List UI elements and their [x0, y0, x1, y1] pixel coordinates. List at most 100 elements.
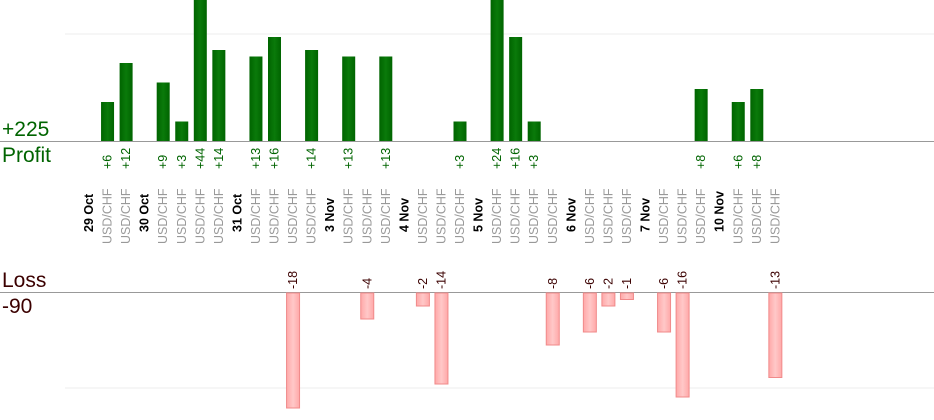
- date-label: 31 Oct: [230, 193, 244, 232]
- profit-bar: [268, 37, 281, 141]
- pair-label: USD/CHF: [212, 188, 226, 244]
- profit-bar: [379, 56, 393, 141]
- profit-bar: [527, 121, 541, 141]
- pair-label: USD/CHF: [416, 188, 430, 244]
- loss-value-label: -8: [546, 278, 560, 289]
- profit-bar: [101, 102, 115, 141]
- profit-value-label: +13: [342, 148, 356, 169]
- profit-bar: [305, 50, 319, 141]
- profit-bar: [750, 89, 764, 141]
- profit-bar: [731, 102, 745, 141]
- date-label: 5 Nov: [472, 198, 486, 232]
- profit-value-label: +6: [101, 155, 115, 169]
- profit-value-label: +14: [212, 148, 226, 169]
- date-label: 30 Oct: [138, 193, 152, 232]
- profit-bar: [156, 82, 170, 141]
- profit-value-label: +44: [193, 148, 207, 169]
- profit-value-label: +6: [731, 155, 745, 169]
- profit-value-label: +13: [379, 148, 393, 169]
- profit-value-label: +9: [156, 155, 170, 169]
- profit-value-label: +16: [268, 148, 282, 169]
- profit-value-label: +13: [249, 148, 263, 169]
- loss-bar: [619, 292, 634, 300]
- loss-bar: [286, 292, 301, 409]
- pair-label: USD/CHF: [305, 188, 319, 244]
- profit-value-label: +8: [750, 155, 764, 169]
- loss-label: Loss: [2, 269, 47, 292]
- pair-label: USD/CHF: [583, 188, 597, 244]
- pair-label: USD/CHF: [601, 188, 615, 244]
- pair-label: USD/CHF: [156, 188, 170, 244]
- pair-label: USD/CHF: [119, 188, 133, 244]
- pair-label: USD/CHF: [490, 188, 504, 244]
- profit-bar: [490, 0, 504, 141]
- pair-label: USD/CHF: [249, 188, 263, 244]
- loss-value-label: -6: [583, 278, 597, 289]
- pair-label: USD/CHF: [657, 188, 671, 244]
- loss-value-label: -18: [286, 271, 300, 289]
- pair-label: USD/CHF: [342, 188, 356, 244]
- loss-value-label: -16: [676, 271, 690, 289]
- loss-value-label: -1: [620, 278, 634, 289]
- profit-bar: [509, 37, 523, 141]
- date-label: 6 Nov: [564, 198, 578, 232]
- loss-bar: [434, 292, 449, 385]
- loss-value-label: -13: [768, 271, 782, 289]
- pair-label: USD/CHF: [750, 188, 764, 244]
- pair-label: USD/CHF: [175, 188, 189, 244]
- pair-label: USD/CHF: [268, 188, 282, 244]
- loss-bar: [675, 292, 690, 398]
- date-label: 3 Nov: [323, 198, 337, 232]
- pair-label: USD/CHF: [101, 188, 115, 244]
- loss-bar: [360, 292, 375, 320]
- profit-value-label: +16: [509, 148, 523, 169]
- loss-value-label: -6: [657, 278, 671, 289]
- profit-bar: [193, 0, 207, 141]
- profit-bar: [212, 50, 226, 141]
- pair-label: USD/CHF: [360, 188, 374, 244]
- loss-value-label: -2: [601, 278, 615, 289]
- profit-value-label: +8: [694, 155, 708, 169]
- loss-bar: [768, 292, 783, 378]
- profit-label: Profit: [2, 144, 52, 167]
- pair-label: USD/CHF: [694, 188, 708, 244]
- profit-value-label: +3: [175, 155, 189, 169]
- pair-label: USD/CHF: [768, 188, 782, 244]
- loss-bar: [601, 292, 616, 307]
- pair-label: USD/CHF: [509, 188, 523, 244]
- loss-value-label: -2: [416, 278, 430, 289]
- profit-value-label: +3: [527, 155, 541, 169]
- loss-value-label: -4: [360, 278, 374, 289]
- pair-label: USD/CHF: [193, 188, 207, 244]
- profit-total: +225: [2, 118, 50, 141]
- profit-value-label: +14: [305, 148, 319, 169]
- profit-bar: [249, 56, 263, 141]
- pair-label: USD/CHF: [434, 188, 448, 244]
- loss-bar: [657, 292, 672, 333]
- profit-bar: [453, 121, 467, 141]
- profit-value-label: +12: [119, 148, 133, 169]
- profit-value-label: +3: [453, 155, 467, 169]
- date-label: 29 Oct: [82, 193, 96, 232]
- pair-label: USD/CHF: [546, 188, 560, 244]
- loss-value-label: -14: [434, 271, 448, 289]
- profit-bar: [175, 121, 189, 141]
- profit-bar: [119, 63, 133, 141]
- pair-label: USD/CHF: [379, 188, 393, 244]
- profit-bar: [342, 56, 356, 141]
- loss-bar: [582, 292, 597, 333]
- pair-label: USD/CHF: [286, 188, 300, 244]
- loss-bar: [415, 292, 430, 307]
- date-label: 4 Nov: [397, 198, 411, 232]
- date-label: 7 Nov: [639, 198, 653, 232]
- loss-total: -90: [2, 295, 33, 318]
- profit-bar: [694, 89, 708, 141]
- pair-label: USD/CHF: [731, 188, 745, 244]
- pair-label: USD/CHF: [453, 188, 467, 244]
- pair-label: USD/CHF: [620, 188, 634, 244]
- pair-label: USD/CHF: [527, 188, 541, 244]
- date-label: 10 Nov: [713, 191, 727, 232]
- loss-bar: [545, 292, 560, 346]
- profit-value-label: +24: [490, 148, 504, 169]
